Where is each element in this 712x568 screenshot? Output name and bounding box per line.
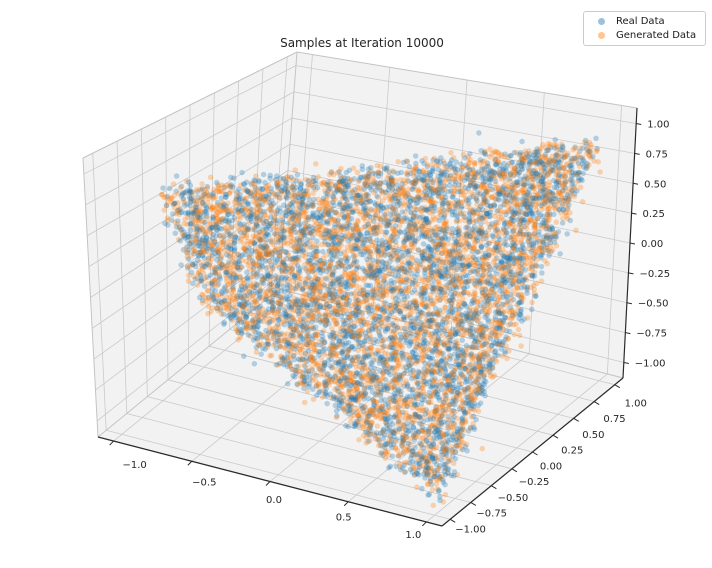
legend-item-real-data: Real Data <box>590 15 699 28</box>
legend-label-generated-data: Generated Data <box>616 30 697 41</box>
legend-box: Real Data Generated Data <box>583 11 706 46</box>
scatter-marker-icon <box>598 18 605 25</box>
plot-title: Samples at Iteration 10000 <box>280 36 444 50</box>
legend-item-generated-data: Generated Data <box>590 29 699 42</box>
scatter-marker-icon <box>598 32 605 39</box>
legend-label-real-data: Real Data <box>616 16 665 27</box>
